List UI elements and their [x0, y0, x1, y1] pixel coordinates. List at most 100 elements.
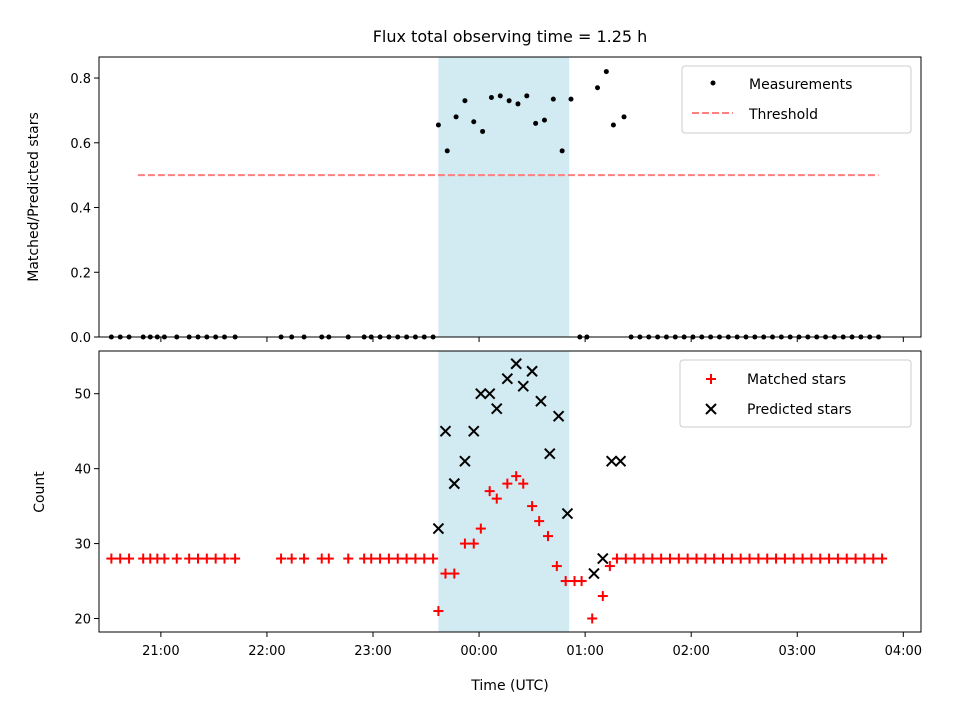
- measurement-point: [603, 69, 609, 75]
- measurements-series: [108, 69, 882, 340]
- matched-stars-point: [629, 553, 640, 564]
- matched-stars-point: [797, 553, 808, 564]
- matched-stars-point: [726, 553, 737, 564]
- top-panel-highlight-span: [438, 57, 570, 337]
- matched-stars-point: [459, 538, 470, 549]
- predicted-stars-point: [448, 477, 461, 490]
- matched-stars-point: [673, 553, 684, 564]
- measurement-point: [462, 98, 468, 104]
- predicted-stars-point: [517, 380, 529, 392]
- matched-stars-point: [664, 553, 675, 564]
- legend-matched-marker: [706, 374, 716, 384]
- matched-stars-point: [366, 553, 377, 564]
- predicted-stars-point: [432, 522, 445, 535]
- predicted-stars-point: [588, 567, 600, 580]
- chart-title: Flux total observing time = 1.25 h: [373, 27, 648, 46]
- x-stroke-b: [588, 567, 600, 580]
- x-tick-label: 04:00: [885, 644, 922, 659]
- predicted-stars-point: [552, 410, 565, 422]
- x-stroke-b: [614, 455, 627, 467]
- matched-stars-point: [850, 553, 861, 564]
- x-stroke-b: [491, 402, 503, 415]
- matched-stars-point: [682, 553, 693, 564]
- x-stroke-b: [561, 507, 574, 520]
- matched-stars-point: [551, 561, 562, 572]
- matched-stars-point: [518, 478, 529, 489]
- predicted-stars-point: [468, 425, 480, 437]
- x-tick-label: 21:00: [142, 644, 179, 659]
- predicted-stars-point: [614, 455, 627, 467]
- predicted-stars-point: [535, 395, 547, 407]
- measurement-point: [435, 122, 441, 128]
- measurement-point: [444, 148, 450, 154]
- matched-stars-point: [824, 553, 835, 564]
- matched-stars-point: [534, 516, 545, 527]
- x-stroke-b: [432, 522, 445, 535]
- matched-stars-point: [832, 553, 843, 564]
- x-stroke-b: [448, 477, 461, 490]
- y-tick-label: 0.0: [70, 331, 91, 346]
- matched-stars-point: [184, 553, 195, 564]
- measurement-point: [533, 120, 539, 126]
- matched-stars-point: [604, 561, 615, 572]
- matched-stars-point: [449, 568, 460, 579]
- matched-stars-point: [815, 553, 826, 564]
- predicted-stars-point: [605, 455, 618, 467]
- x-stroke-b: [468, 425, 480, 437]
- measurement-point: [515, 101, 521, 107]
- legend-threshold-label: Threshold: [748, 107, 818, 123]
- matched-stars-point: [484, 486, 495, 497]
- matched-stars-point: [779, 553, 790, 564]
- matched-stars-point: [383, 553, 394, 564]
- top-panel-legend: Measurements Threshold: [681, 65, 912, 134]
- predicted-stars-point: [491, 402, 503, 415]
- measurement-point: [480, 128, 486, 134]
- matched-stars-point: [428, 553, 439, 564]
- matched-stars-point: [159, 553, 170, 564]
- bottom-panel-legend: Matched stars Predicted stars: [679, 359, 912, 428]
- measurement-point: [610, 122, 616, 128]
- x-tick-label: 22:00: [248, 644, 285, 659]
- x-stroke-b: [552, 410, 565, 422]
- top-panel-x-ticks: [160, 337, 904, 342]
- predicted-stars-point: [561, 507, 574, 520]
- matched-stars-point: [656, 553, 667, 564]
- matched-stars-point: [286, 553, 297, 564]
- matched-stars-point: [576, 576, 587, 587]
- x-stroke-b: [535, 395, 547, 407]
- measurement-point: [488, 94, 494, 100]
- matched-stars-point: [597, 591, 608, 602]
- x-stroke-b: [526, 365, 538, 377]
- predicted-stars-point: [510, 358, 522, 370]
- matched-stars-point: [299, 553, 310, 564]
- predicted-stars-point: [544, 447, 556, 460]
- measurement-point: [541, 117, 547, 123]
- matched-stars-point: [323, 553, 334, 564]
- y-tick-label: 0.8: [70, 72, 91, 87]
- matched-stars-point: [735, 553, 746, 564]
- matched-stars-point: [230, 553, 241, 564]
- x-stroke-b: [439, 425, 452, 437]
- x-stroke-b: [605, 455, 618, 467]
- matched-stars-point: [171, 553, 182, 564]
- matched-stars-point: [620, 553, 631, 564]
- predicted-stars-point: [597, 552, 609, 565]
- legend-predicted-label: Predicted stars: [747, 402, 852, 418]
- matched-stars-point: [502, 478, 513, 489]
- predicted-stars-point: [501, 373, 514, 385]
- predicted-stars-point: [475, 388, 487, 400]
- y-tick-label: 0.6: [70, 137, 91, 152]
- matched-stars-point: [543, 531, 554, 542]
- matched-stars-point: [433, 606, 444, 617]
- matched-stars-point: [276, 553, 287, 564]
- measurement-point: [568, 96, 574, 102]
- matched-stars-point: [762, 553, 773, 564]
- matched-stars-point: [806, 553, 817, 564]
- matched-stars-point: [401, 553, 412, 564]
- y-tick-label: 30: [74, 538, 91, 553]
- x-stroke-b: [475, 388, 487, 400]
- matched-stars-point: [440, 568, 451, 579]
- matched-stars-point: [744, 553, 755, 564]
- bottom-panel-y-label: Count: [32, 471, 48, 513]
